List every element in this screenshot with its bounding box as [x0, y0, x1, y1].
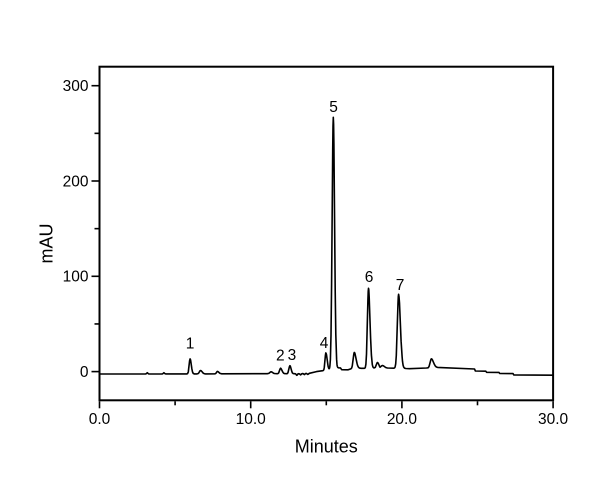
svg-text:200: 200	[63, 173, 89, 190]
svg-text:4: 4	[320, 335, 329, 352]
svg-text:5: 5	[329, 99, 338, 116]
svg-text:30.0: 30.0	[538, 411, 569, 428]
svg-text:20.0: 20.0	[387, 411, 418, 428]
svg-text:2: 2	[276, 348, 285, 365]
svg-text:10.0: 10.0	[236, 411, 267, 428]
svg-text:mAU: mAU	[37, 224, 57, 264]
svg-text:0.0: 0.0	[89, 411, 111, 428]
svg-text:3: 3	[288, 347, 297, 364]
svg-text:0: 0	[80, 364, 89, 381]
svg-text:Minutes: Minutes	[295, 436, 358, 456]
svg-text:7: 7	[396, 277, 405, 294]
svg-text:6: 6	[365, 269, 374, 286]
svg-text:300: 300	[63, 78, 89, 95]
svg-text:1: 1	[186, 336, 195, 353]
svg-text:100: 100	[63, 269, 89, 286]
